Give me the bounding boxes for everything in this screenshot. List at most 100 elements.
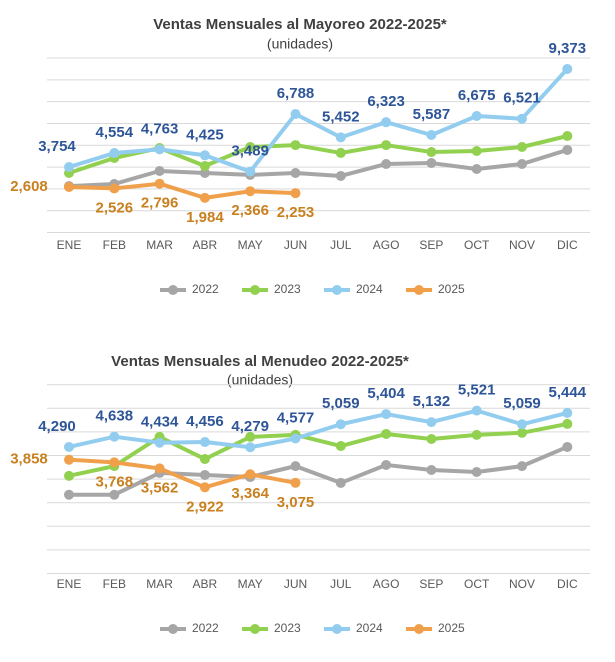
x-tick-label: MAR [146,238,173,252]
x-tick-label: FEB [103,577,126,591]
x-tick-label: OCT [464,238,490,252]
x-tick-label: AGO [373,238,400,252]
data-point [199,454,210,465]
data-point [109,431,120,442]
x-tick-label: ABR [193,577,218,591]
data-point [426,158,437,169]
x-tick-label: NOV [509,238,535,252]
chart-title: Ventas Mensuales al Mayoreo 2022-2025* [153,16,447,33]
data-label: 4,456 [186,413,224,430]
legend-label: 2023 [274,621,301,635]
data-point [562,63,573,74]
data-label: 2,366 [231,202,269,219]
legend-label: 2023 [274,282,301,296]
data-point [290,477,301,488]
data-label: 5,452 [322,108,360,125]
data-point [381,428,392,439]
data-label: 2,608 [10,178,48,195]
data-point [335,147,346,158]
data-point [64,441,74,452]
data-point [245,166,256,177]
x-tick-label: JUN [284,238,307,252]
data-label: 4,554 [96,124,134,141]
data-label: 2,922 [186,498,224,515]
data-point [245,186,256,197]
series-line [68,181,296,200]
data-label: 9,373 [549,40,587,57]
data-point [64,161,74,172]
data-point [471,429,482,440]
legend-label: 2024 [356,282,383,296]
legend-marker [332,624,342,634]
x-tick-label: JUN [284,577,307,591]
data-label: 2,253 [277,204,315,221]
data-label: 4,290 [38,418,76,435]
legend-label: 2025 [438,621,465,635]
data-label: 3,562 [141,479,179,496]
x-tick-label: SEP [419,577,443,591]
legend-label: 2022 [192,621,219,635]
legend-marker [168,624,178,634]
legend-marker [250,285,260,295]
data-point [335,419,346,430]
data-label: 5,059 [503,395,541,412]
data-point [290,140,301,151]
data-point [64,470,74,481]
series-line [68,148,568,189]
data-label: 6,675 [458,87,496,104]
data-label: 6,788 [277,85,315,102]
legend-marker [414,624,424,634]
data-point [290,433,301,444]
data-label: 3,858 [10,451,48,468]
data-point [517,427,527,438]
data-label: 4,425 [186,126,224,143]
data-point [562,441,573,452]
data-point [471,405,482,416]
data-point [517,159,527,170]
legend-label: 2025 [438,282,465,296]
x-tick-label: AGO [373,577,400,591]
data-point [471,111,482,122]
data-point [381,409,392,420]
data-point [335,132,346,143]
data-point [381,117,392,128]
data-point [245,141,256,152]
data-point [154,144,165,155]
x-tick-label: FEB [103,238,126,252]
series-line [68,457,296,490]
data-point [290,188,301,199]
x-tick-label: NOV [509,577,535,591]
data-point [426,417,437,428]
data-label: 5,132 [413,393,451,410]
data-point [562,144,573,155]
x-tick-label: ENE [57,238,82,252]
data-point [199,482,210,493]
data-point [517,141,527,152]
data-point [335,170,346,181]
data-label: 5,404 [367,385,405,402]
data-point [562,407,573,418]
data-point [109,457,120,468]
legend-marker [168,285,178,295]
legend-marker [332,285,342,295]
data-label: 5,587 [413,106,451,123]
chart-subtitle: (unidades) [227,372,293,388]
data-label: 2,526 [96,199,134,216]
legend-marker [250,624,260,634]
data-label: 3,489 [231,143,269,160]
data-label: 4,434 [141,414,179,431]
data-point [199,161,210,172]
data-point [471,163,482,174]
data-point [471,146,482,157]
data-point [64,489,74,500]
data-point [199,192,210,203]
data-point [290,167,301,178]
chart-subtitle: (unidades) [267,36,333,52]
data-label: 4,577 [277,409,315,426]
x-tick-label: OCT [464,577,490,591]
x-tick-label: SEP [419,238,443,252]
x-tick-label: DIC [557,577,578,591]
data-point [381,459,392,470]
data-label: 5,521 [458,382,496,399]
